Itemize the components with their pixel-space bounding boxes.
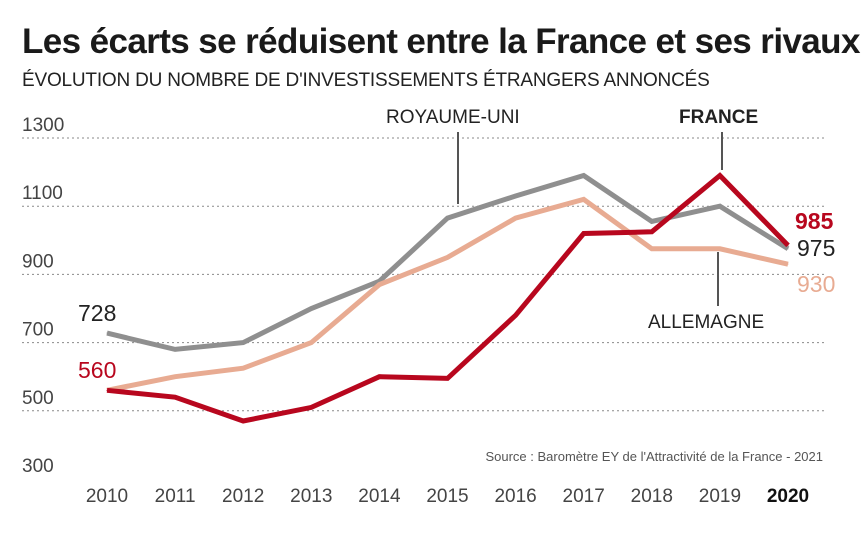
data-point-france bbox=[378, 376, 380, 378]
data-point-france bbox=[447, 377, 448, 379]
data-point-france bbox=[106, 389, 108, 391]
data-point-allemagne bbox=[242, 367, 244, 369]
x-tick-label: 2016 bbox=[494, 486, 536, 507]
data-point-royaume-uni bbox=[787, 248, 789, 250]
data-point-france bbox=[719, 175, 721, 177]
data-point-allemagne bbox=[378, 284, 380, 286]
y-tick-label: 900 bbox=[22, 251, 54, 272]
series-line-allemagne bbox=[106, 196, 789, 393]
x-tick-label: 2010 bbox=[86, 486, 128, 507]
data-point-royaume-uni bbox=[310, 308, 312, 309]
x-tick-label: 2012 bbox=[222, 486, 264, 507]
data-point-allemagne bbox=[787, 263, 789, 265]
x-tick-label: 2011 bbox=[155, 486, 196, 507]
end-value-royaume-uni: 975 bbox=[797, 235, 835, 261]
data-point-france bbox=[651, 231, 653, 233]
x-tick-label: 2014 bbox=[358, 486, 401, 507]
data-point-france bbox=[787, 244, 789, 246]
data-point-france bbox=[310, 406, 312, 408]
x-tick-label: 2018 bbox=[631, 486, 673, 507]
data-point-royaume-uni bbox=[106, 332, 108, 334]
end-value-france: 985 bbox=[795, 208, 834, 234]
start-value-red: 560 bbox=[78, 357, 116, 383]
data-point-allemagne bbox=[651, 248, 653, 250]
series-label-allemagne: ALLEMAGNE bbox=[648, 312, 764, 333]
series-label-royaume-uni: ROYAUME-UNI bbox=[386, 107, 520, 128]
x-tick-label: 2017 bbox=[563, 486, 605, 507]
y-tick-label: 500 bbox=[22, 388, 54, 409]
data-point-royaume-uni bbox=[651, 221, 653, 223]
x-tick-label: 2013 bbox=[290, 486, 332, 507]
data-point-royaume-uni bbox=[515, 195, 517, 197]
data-point-france bbox=[515, 314, 517, 316]
data-point-france bbox=[174, 396, 176, 398]
data-point-allemagne bbox=[719, 248, 721, 250]
y-tick-label: 1100 bbox=[22, 183, 63, 204]
data-point-royaume-uni bbox=[378, 280, 380, 282]
data-point-royaume-uni bbox=[174, 348, 176, 350]
end-value-allemagne: 930 bbox=[797, 271, 835, 297]
y-tick-label: 1300 bbox=[22, 115, 64, 136]
data-point-allemagne bbox=[310, 342, 312, 344]
y-tick-label: 300 bbox=[22, 456, 54, 477]
x-tick-label: 2019 bbox=[699, 486, 741, 507]
chart-subtitle: ÉVOLUTION DU NOMBRE DE D'INVESTISSEMENTS… bbox=[22, 70, 710, 91]
data-point-royaume-uni bbox=[242, 342, 244, 344]
source-note: Source : Baromètre EY de l'Attractivité … bbox=[485, 449, 823, 464]
y-tick-label: 700 bbox=[22, 320, 54, 341]
chart-title: Les écarts se réduisent entre la France … bbox=[22, 22, 860, 61]
x-tick-label: 2015 bbox=[426, 486, 468, 507]
data-point-royaume-uni bbox=[447, 217, 448, 219]
data-point-royaume-uni bbox=[719, 205, 721, 207]
data-point-allemagne bbox=[583, 198, 585, 200]
series-label-france: FRANCE bbox=[679, 107, 758, 128]
start-value-gray: 728 bbox=[78, 300, 116, 326]
data-point-royaume-uni bbox=[583, 175, 585, 177]
data-point-allemagne bbox=[515, 217, 517, 219]
data-point-allemagne bbox=[447, 256, 448, 258]
data-point-allemagne bbox=[174, 376, 176, 378]
data-point-france bbox=[583, 232, 585, 234]
x-tick-label: 2020 bbox=[767, 486, 809, 507]
data-point-france bbox=[242, 420, 244, 422]
